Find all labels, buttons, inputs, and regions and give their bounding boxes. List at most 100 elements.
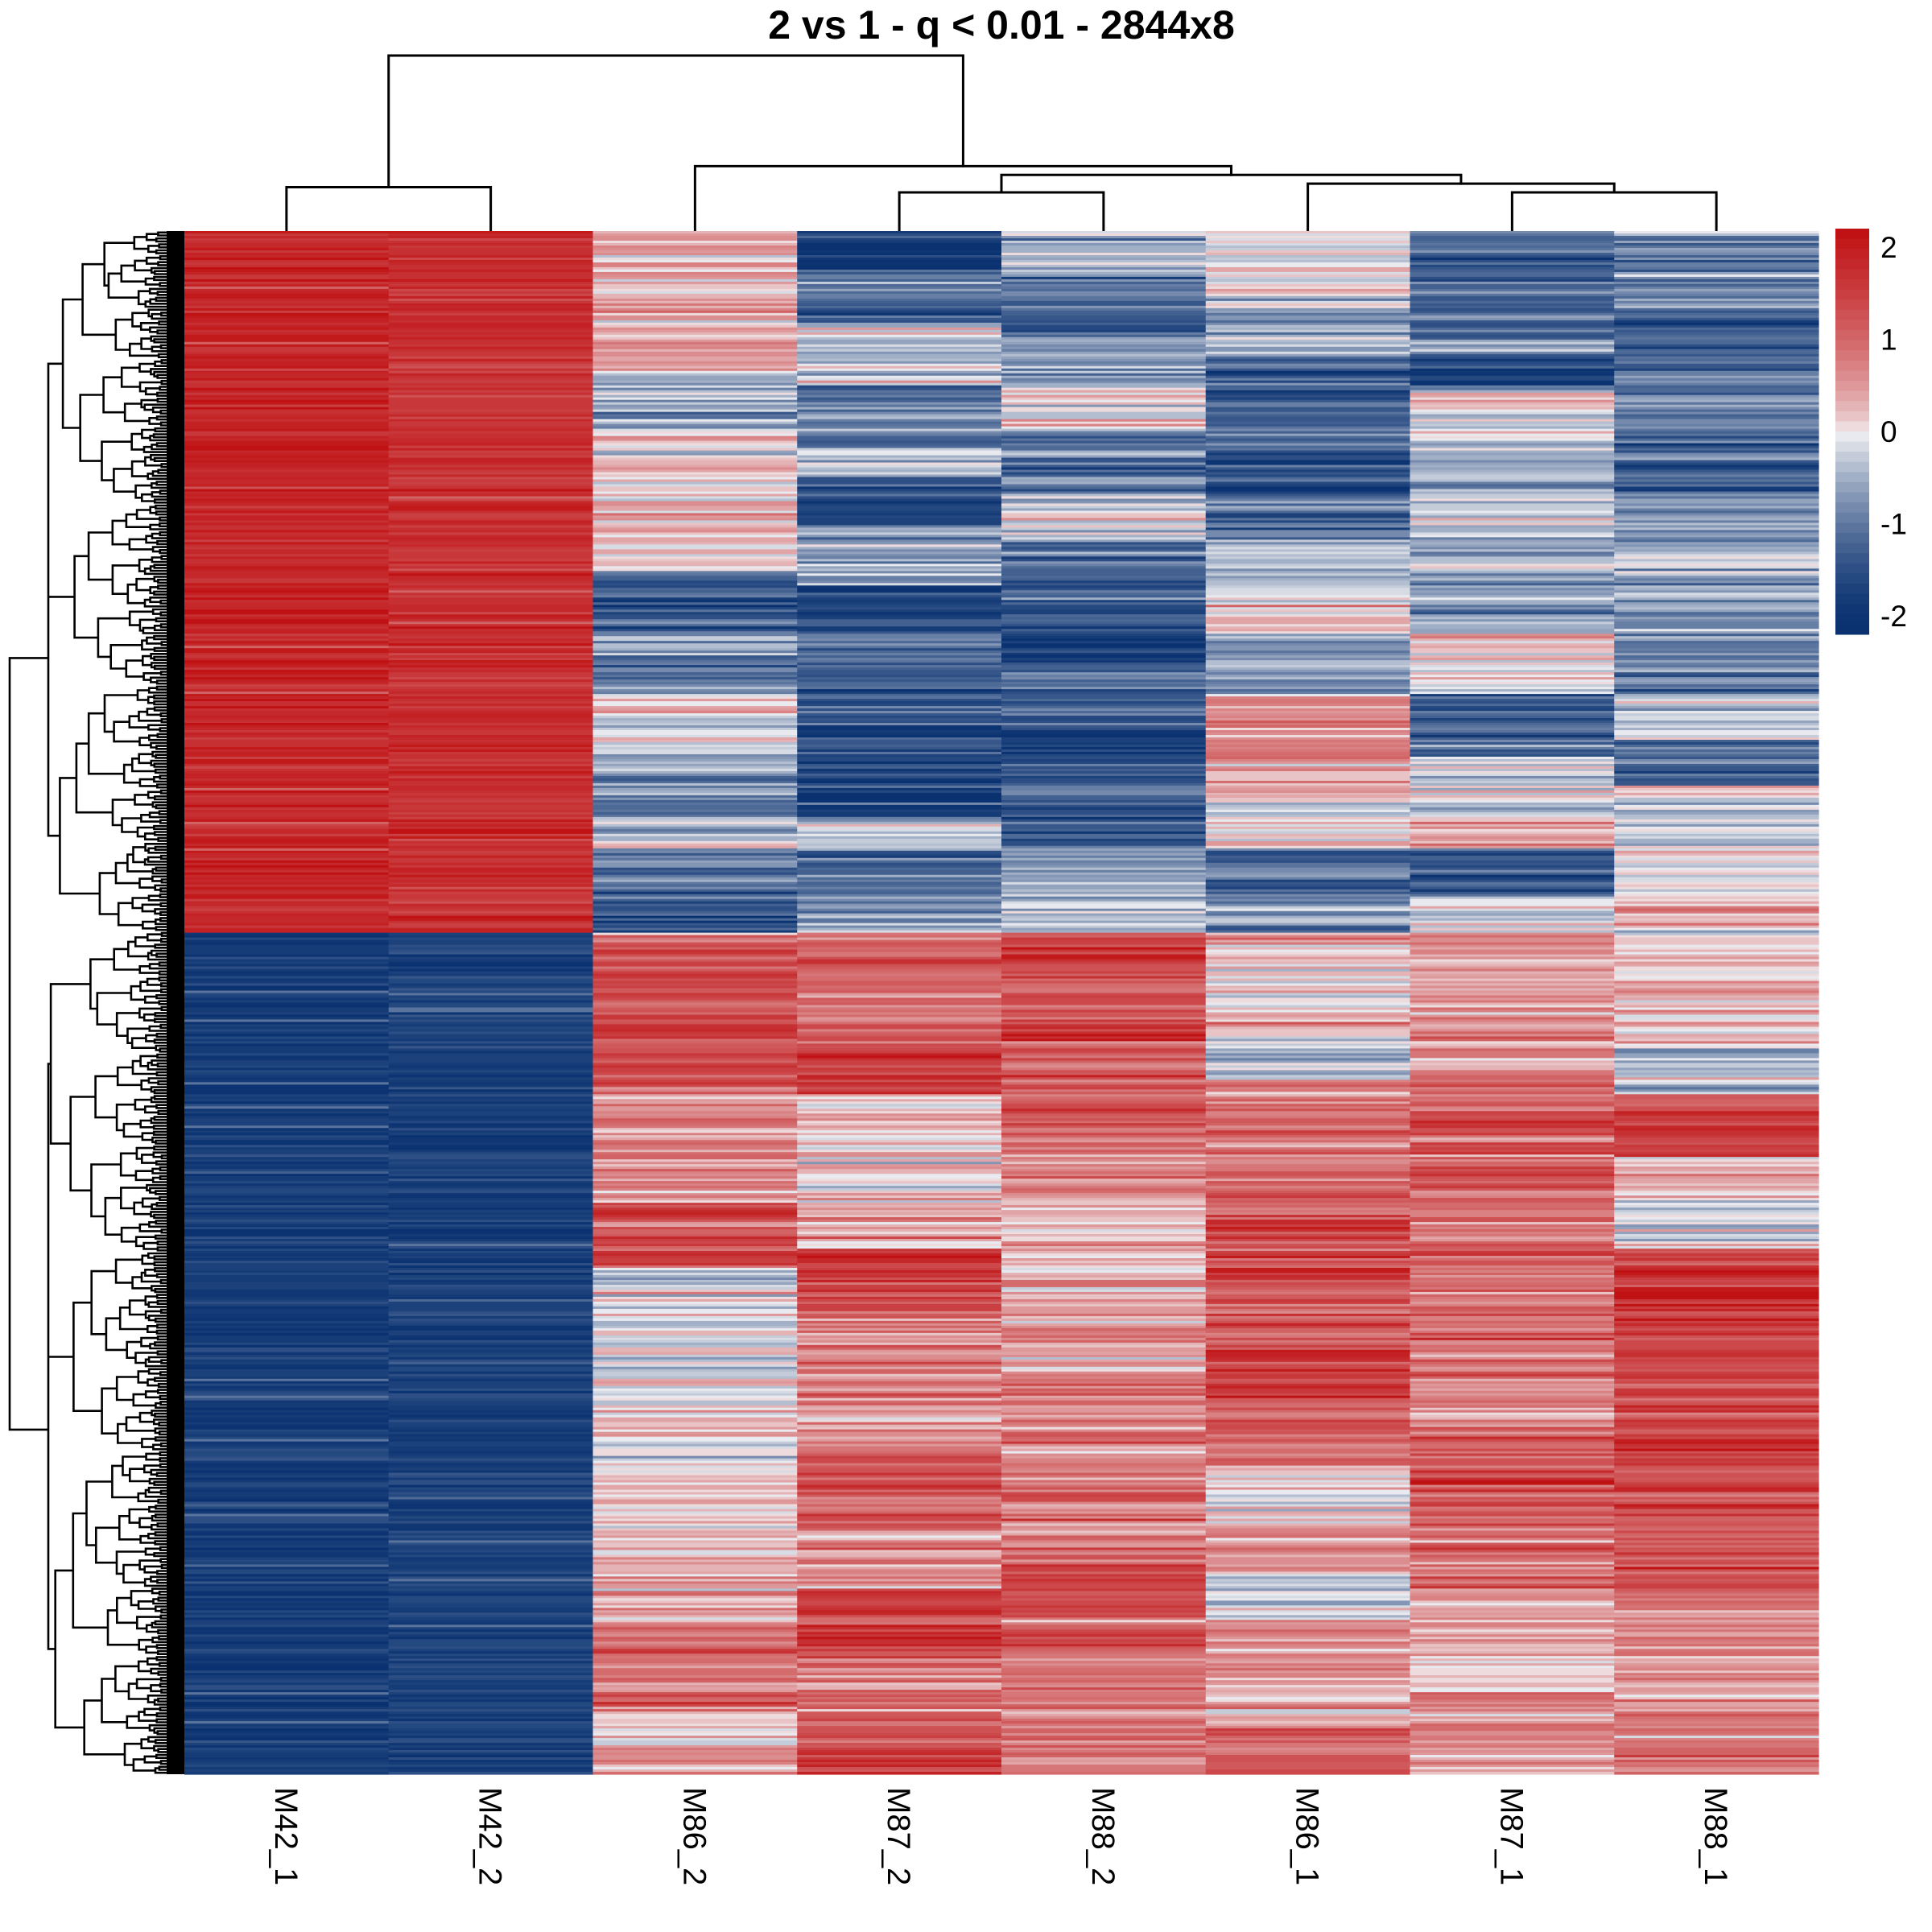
heatmap-cell (184, 1738, 390, 1741)
heatmap-cell (184, 1397, 390, 1402)
heatmap-cell (388, 1034, 594, 1038)
heatmap-cell (1205, 419, 1411, 423)
heatmap-cell (184, 1740, 390, 1744)
heatmap-cell (1205, 1246, 1411, 1249)
heatmap-cell (388, 1022, 594, 1026)
heatmap-cell (592, 1359, 798, 1363)
heatmap-cell (388, 1106, 594, 1109)
heatmap-cell (1614, 1446, 1819, 1450)
heatmap-cell (1410, 310, 1615, 314)
heatmap-cell (1001, 1511, 1207, 1515)
heatmap-cell (797, 460, 1002, 464)
heatmap-cell (592, 407, 798, 411)
heatmap-cell (388, 404, 594, 408)
heatmap-cell (1614, 310, 1819, 314)
heatmap-cell (797, 811, 1002, 815)
heatmap-cell (1205, 691, 1411, 695)
heatmap-cell (797, 1002, 1002, 1006)
heatmap-cell (592, 484, 798, 488)
heatmap-cell (1614, 262, 1819, 266)
heatmap-cell (1410, 901, 1615, 905)
heatmap-cell (592, 1726, 798, 1729)
heatmap-cell (1410, 416, 1615, 420)
heatmap-cell (1205, 409, 1411, 413)
heatmap-cell (1205, 1557, 1411, 1561)
heatmap-cell (1410, 1239, 1615, 1242)
heatmap-cell (592, 833, 798, 837)
heatmap-cell (184, 1666, 390, 1669)
heatmap-cell (1410, 390, 1615, 394)
heatmap-cell (1410, 1368, 1615, 1373)
heatmap-cell (1614, 1436, 1819, 1440)
heatmap-cell (1410, 1402, 1615, 1406)
heatmap-cell (184, 530, 390, 534)
heatmap-cell (184, 300, 390, 304)
heatmap-cell (1205, 332, 1411, 336)
heatmap-cell (1614, 510, 1819, 514)
heatmap-cell (184, 614, 390, 617)
heatmap-cell (1001, 580, 1207, 584)
heatmap-cell (592, 1385, 798, 1389)
heatmap-cell (1614, 1244, 1819, 1247)
heatmap-cell (388, 923, 594, 927)
heatmap-cell (184, 1426, 390, 1430)
heatmap-cell (388, 450, 594, 454)
heatmap-cell (184, 245, 390, 249)
heatmap-cell (1001, 1637, 1207, 1640)
heatmap-cell (184, 1709, 390, 1712)
heatmap-cell (797, 1653, 1002, 1657)
heatmap-cell (592, 708, 798, 712)
heatmap-cell (1410, 1123, 1615, 1126)
heatmap-cell (1205, 1125, 1411, 1129)
heatmap-cell (1001, 1193, 1207, 1196)
heatmap-cell (184, 966, 390, 970)
heatmap-cell (184, 279, 390, 283)
heatmap-cell (1001, 1583, 1207, 1587)
heatmap-cell (1001, 1622, 1207, 1625)
heatmap-cell (592, 978, 798, 982)
heatmap-cell (797, 1186, 1002, 1189)
heatmap-cell (1614, 745, 1819, 748)
heatmap-cell (592, 694, 798, 697)
heatmap-cell (797, 585, 1002, 588)
heatmap-cell (1001, 1489, 1207, 1493)
heatmap-cell (1001, 303, 1207, 307)
heatmap-cell (184, 1393, 390, 1397)
heatmap-cell (184, 1315, 390, 1319)
heatmap-cell (184, 310, 390, 314)
heatmap-cell (388, 1222, 594, 1225)
heatmap-cell (184, 828, 390, 832)
heatmap-cell (1205, 450, 1411, 454)
heatmap-cell (184, 1711, 390, 1715)
heatmap-cell (388, 1593, 594, 1596)
heatmap-cell (592, 1620, 798, 1623)
heatmap-cell (388, 1468, 594, 1472)
heatmap-cell (1205, 1571, 1411, 1575)
heatmap-cell (1410, 701, 1615, 704)
heatmap-cell (1001, 1123, 1207, 1126)
heatmap-cell (1001, 428, 1207, 432)
heatmap-cell (797, 1014, 1002, 1018)
heatmap-cell (592, 1058, 798, 1061)
heatmap-cell (1205, 1434, 1411, 1438)
heatmap-cell (1001, 1371, 1207, 1375)
heatmap-cell (184, 339, 390, 343)
heatmap-cell (797, 1210, 1002, 1213)
heatmap-cell (592, 1656, 798, 1659)
heatmap-cell (797, 269, 1002, 273)
heatmap-cell (1614, 725, 1819, 729)
heatmap-cell (388, 1451, 594, 1455)
heatmap-cell (388, 233, 594, 237)
heatmap-cell (184, 1378, 390, 1382)
heatmap-cell (184, 539, 390, 543)
heatmap-cell (1205, 527, 1411, 531)
heatmap-cell (1410, 431, 1615, 435)
heatmap-cell (1614, 467, 1819, 471)
heatmap-cell (1614, 1041, 1819, 1045)
heatmap-cell (1205, 807, 1411, 811)
heatmap-cell (184, 877, 390, 881)
heatmap-cell (797, 554, 1002, 557)
heatmap-cell (1410, 910, 1615, 914)
heatmap-cell (1614, 1261, 1819, 1264)
heatmap-cell (1410, 855, 1615, 859)
